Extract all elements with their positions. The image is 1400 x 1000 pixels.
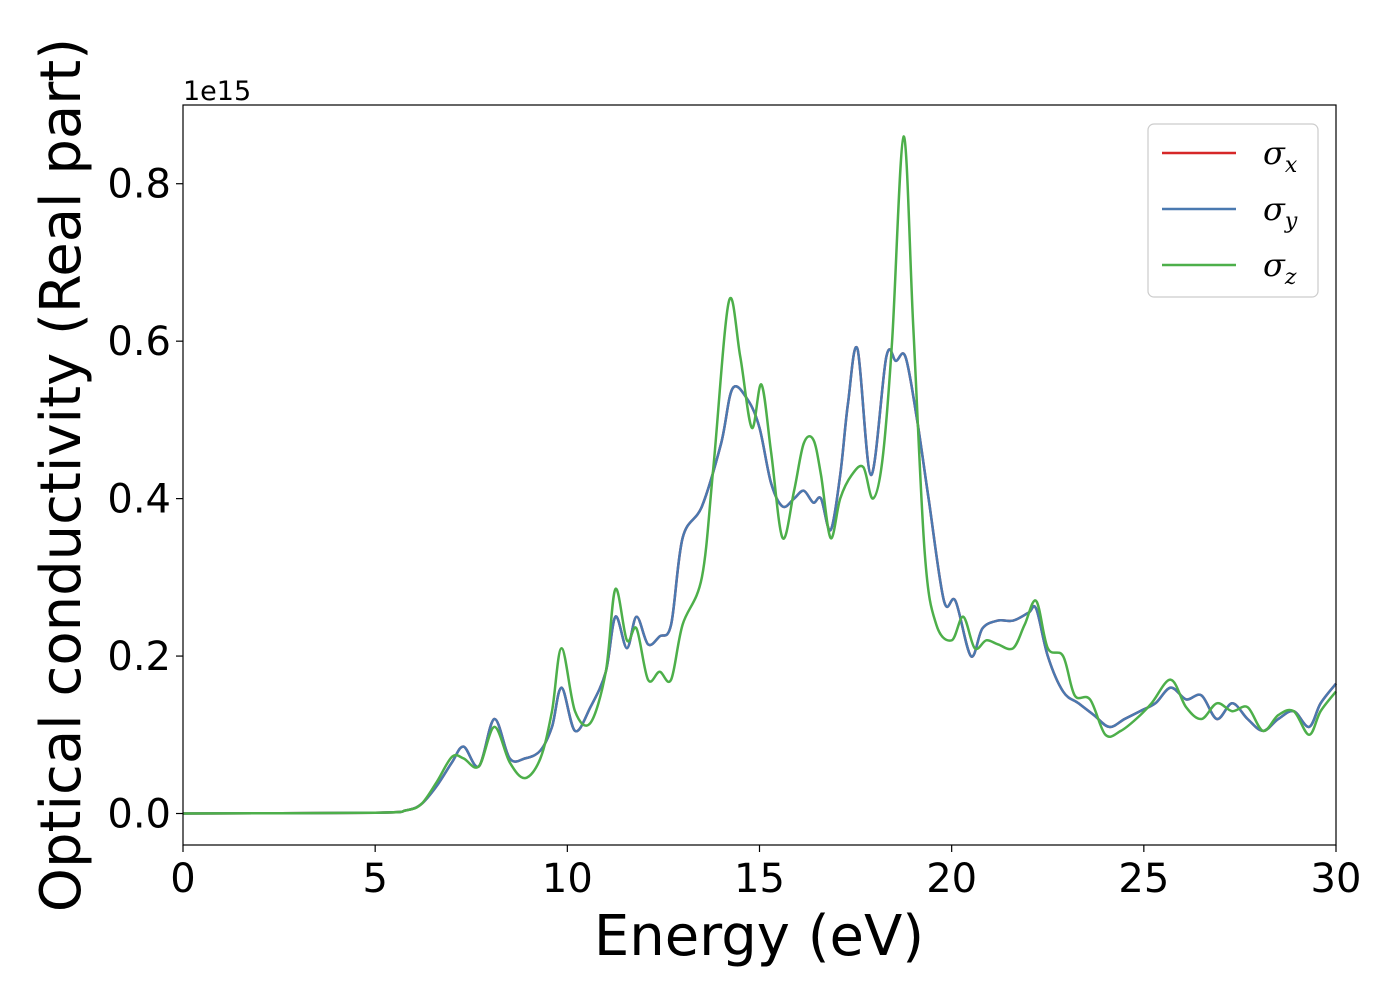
x-tick-label: 10 [542,856,593,902]
x-tick-label: 25 [1118,856,1169,902]
x-tick-label: 20 [926,856,977,902]
legend-label-z: σz [1263,246,1297,290]
legend-label-y: σy [1263,190,1298,234]
y-offset-label: 1e15 [183,76,251,107]
plot-background [183,105,1336,845]
series-line-z [182,135,1337,815]
legend: σx σy σz [1147,123,1319,298]
y-tick-label: 0.2 [107,634,171,680]
x-axis-ticks: 0 5 10 15 20 25 30 [170,845,1361,902]
y-tick-label: 0.6 [107,319,171,365]
x-tick-label: 0 [170,856,195,902]
y-tick-label: 0.0 [107,792,171,838]
y-tick-label: 0.4 [107,477,171,523]
y-axis-ticks: 0.0 0.2 0.4 0.6 0.8 [107,162,183,838]
y-tick-label: 0.8 [107,162,171,208]
x-tick-label: 15 [734,856,785,902]
x-tick-label: 30 [1311,856,1362,902]
x-tick-label: 5 [362,856,387,902]
series-layer [182,135,1337,815]
y-axis-title: Optical conductivity (Real part) [29,38,94,912]
legend-label-x: σx [1263,134,1298,178]
legend-box [1147,123,1319,298]
x-axis-title: Energy (eV) [594,904,924,969]
